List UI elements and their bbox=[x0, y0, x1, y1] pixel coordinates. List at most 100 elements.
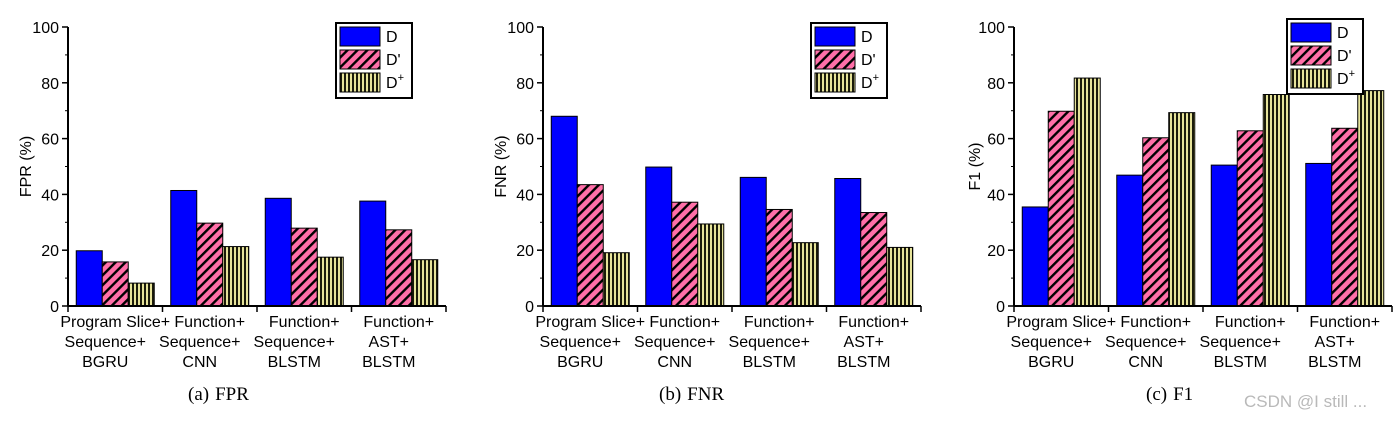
legend-swatch-fnr-2 bbox=[814, 72, 856, 93]
y-tick-label-fnr: 100 bbox=[507, 20, 534, 37]
x-tick-label-f1-3: Function+ AST+ BLSTM bbox=[1308, 314, 1380, 371]
x-tick-label-line: Function+ bbox=[1215, 314, 1286, 331]
caption-a: (a) FPR bbox=[188, 384, 249, 406]
x-tick-label-line: AST+ bbox=[844, 334, 884, 351]
x-tick-label-line: BGRU bbox=[557, 354, 603, 371]
caption-b-letter: (b) bbox=[659, 384, 682, 405]
x-tick-label-line: BLSTM bbox=[837, 354, 890, 371]
bar-f1-D-0 bbox=[1021, 206, 1049, 307]
x-tick-label-line: Function+ bbox=[363, 314, 434, 331]
bar-f1-Dprime-3 bbox=[1331, 127, 1359, 307]
y-tick-label-f1: 20 bbox=[987, 243, 1005, 260]
x-tick-label-line: Sequence+ bbox=[729, 334, 810, 351]
x-tick-label-line: BLSTM bbox=[1214, 354, 1267, 371]
x-tick-label-line: Function+ bbox=[174, 314, 245, 331]
legend-label-fpr-0: D bbox=[386, 29, 398, 46]
bar-fnr-Dplus-1 bbox=[697, 223, 725, 307]
x-tick-label-line: CNN bbox=[1128, 354, 1163, 371]
bar-fnr-Dprime-2 bbox=[765, 208, 793, 307]
caption-b: (b) FNR bbox=[659, 384, 724, 406]
x-tick-label-fnr-0: Program Slice+ Sequence+ BGRU bbox=[535, 314, 645, 371]
x-tick-label-line: Sequence+ bbox=[65, 334, 146, 351]
legend-swatch-f1-2 bbox=[1290, 68, 1332, 89]
bar-fpr-D-1 bbox=[170, 189, 198, 307]
chart-fpr: 0 20 40 60 80 100 FPR (%) Program Slice+ Sequenc… bbox=[18, 20, 447, 371]
caption-c: (c) F1 bbox=[1146, 384, 1193, 406]
bar-fpr-Dprime-2 bbox=[290, 227, 318, 307]
x-tick-label-line: BLSTM bbox=[268, 354, 321, 371]
legend-superscript: + bbox=[873, 72, 879, 84]
bar-fpr-Dprime-1 bbox=[196, 222, 224, 307]
bar-f1-Dprime-2 bbox=[1236, 130, 1264, 307]
x-tick-label-line: Program Slice+ bbox=[1006, 314, 1116, 331]
legend-superscript: + bbox=[1349, 68, 1355, 80]
legend-swatch-fpr-0 bbox=[339, 26, 381, 47]
y-axis-label-fpr: FPR (%) bbox=[18, 136, 35, 197]
x-tick-label-line: Sequence+ bbox=[1011, 334, 1092, 351]
bar-fnr-Dprime-3 bbox=[860, 212, 888, 307]
bar-fnr-D-1 bbox=[645, 166, 673, 307]
legend-label-f1-1: D' bbox=[1337, 48, 1352, 65]
y-tick-label-f1: 60 bbox=[987, 132, 1005, 149]
x-tick-label-fpr-0: Program Slice+ Sequence+ BGRU bbox=[60, 314, 170, 371]
y-tick-label-fpr: 0 bbox=[50, 299, 59, 316]
y-tick-label-fpr: 40 bbox=[41, 187, 59, 204]
x-tick-label-line: Program Slice+ bbox=[60, 314, 170, 331]
x-tick-label-fpr-3: Function+ AST+ BLSTM bbox=[362, 314, 434, 371]
bar-f1-Dplus-0 bbox=[1073, 77, 1101, 307]
y-tick-label-fpr: 60 bbox=[41, 132, 59, 149]
y-tick-label-fpr: 100 bbox=[32, 20, 59, 37]
caption-c-letter: (c) bbox=[1146, 384, 1168, 405]
y-tick-label-fnr: 40 bbox=[516, 187, 534, 204]
x-tick-label-line: Program Slice+ bbox=[535, 314, 645, 331]
x-tick-label-line: BLSTM bbox=[362, 354, 415, 371]
bar-fnr-D-3 bbox=[834, 177, 862, 307]
bar-fpr-Dplus-2 bbox=[316, 256, 344, 307]
bar-f1-D-1 bbox=[1116, 174, 1144, 307]
legend-label-f1-0: D bbox=[1337, 25, 1349, 42]
caption-a-title: FPR bbox=[215, 384, 249, 405]
bar-fpr-D-3 bbox=[359, 200, 387, 307]
bar-fnr-Dplus-3 bbox=[886, 246, 914, 307]
x-tick-label-line: Sequence+ bbox=[634, 334, 715, 351]
x-tick-label-line: CNN bbox=[182, 354, 217, 371]
x-tick-label-line: BLSTM bbox=[743, 354, 796, 371]
x-tick-label-line: Sequence+ bbox=[1105, 334, 1186, 351]
y-tick-label-fpr: 20 bbox=[41, 243, 59, 260]
bar-fnr-D-2 bbox=[739, 176, 767, 307]
x-tick-label-fpr-1: Function+ Sequence+ CNN bbox=[159, 314, 245, 371]
watermark: CSDN @I still ... bbox=[1244, 392, 1368, 411]
bar-fnr-Dplus-0 bbox=[602, 252, 630, 307]
bar-f1-Dprime-0 bbox=[1047, 110, 1075, 307]
x-tick-label-line: Sequence+ bbox=[254, 334, 335, 351]
legend-swatch-f1-1 bbox=[1290, 45, 1332, 66]
x-tick-label-line: AST+ bbox=[1315, 334, 1355, 351]
x-tick-label-f1-2: Function+ Sequence+ BLSTM bbox=[1200, 314, 1286, 371]
legend-swatch-fnr-0 bbox=[814, 26, 856, 47]
bar-fpr-D-2 bbox=[264, 197, 292, 307]
y-tick-label-f1: 40 bbox=[987, 187, 1005, 204]
bar-fpr-D-0 bbox=[75, 250, 103, 307]
y-tick-label-fnr: 60 bbox=[516, 132, 534, 149]
y-tick-label-fnr: 0 bbox=[525, 299, 534, 316]
x-tick-label-line: Function+ bbox=[1309, 314, 1380, 331]
x-tick-label-line: BLSTM bbox=[1308, 354, 1361, 371]
bar-f1-D-2 bbox=[1210, 164, 1238, 307]
bar-fpr-Dprime-3 bbox=[385, 229, 413, 307]
y-tick-label-fnr: 20 bbox=[516, 243, 534, 260]
chart-fnr: 0 20 40 60 80 100 FNR (%) Program Slice+ Sequenc… bbox=[493, 20, 922, 371]
x-tick-label-line: Function+ bbox=[269, 314, 340, 331]
bar-fnr-Dprime-0 bbox=[576, 184, 604, 307]
legend-swatch-fpr-2 bbox=[339, 72, 381, 93]
x-tick-label-f1-0: Program Slice+ Sequence+ BGRU bbox=[1006, 314, 1116, 371]
legend-superscript: + bbox=[398, 72, 404, 84]
y-tick-label-f1: 100 bbox=[978, 20, 1005, 37]
legend-swatch-fpr-1 bbox=[339, 49, 381, 70]
bar-fpr-Dplus-1 bbox=[222, 246, 250, 307]
x-tick-label-line: Function+ bbox=[744, 314, 815, 331]
x-tick-label-fnr-1: Function+ Sequence+ CNN bbox=[634, 314, 720, 371]
bar-f1-Dplus-2 bbox=[1262, 94, 1290, 307]
caption-a-letter: (a) bbox=[188, 384, 210, 405]
